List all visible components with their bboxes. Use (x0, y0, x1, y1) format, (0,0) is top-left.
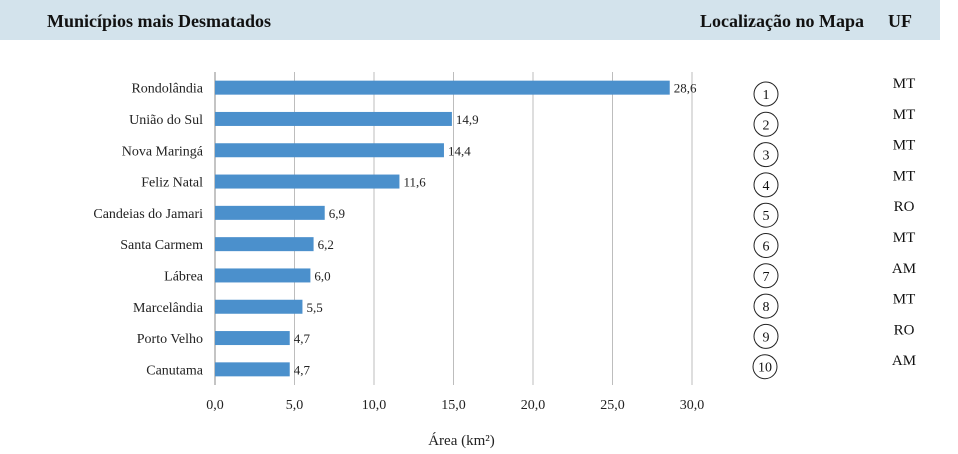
location-number: 2 (763, 118, 770, 133)
location-circle (753, 172, 779, 198)
location-number: 3 (763, 149, 770, 164)
uf-value: MT (893, 168, 916, 184)
header-bar: Municípios mais Desmatados Localização n… (0, 0, 940, 40)
bar (215, 80, 670, 95)
data-label: 14,4 (448, 143, 471, 158)
location-circle (752, 354, 778, 380)
header-map-label: Localização no Mapa (700, 11, 864, 31)
uf-value: MT (893, 292, 916, 308)
category-label: Lábrea (164, 269, 204, 284)
location-circle (753, 142, 779, 168)
location-number: 6 (763, 240, 770, 255)
data-label: 4,7 (294, 331, 311, 346)
category-label: Nova Maringá (122, 144, 204, 159)
x-axis-title: Área (km²) (428, 432, 495, 449)
data-label: 4,7 (294, 362, 311, 377)
category-label: União do Sul (129, 113, 203, 128)
location-circle (753, 293, 779, 319)
x-tick-label: 20,0 (521, 398, 546, 413)
data-label: 5,5 (306, 300, 322, 315)
location-number: 1 (763, 88, 770, 103)
uf-value: RO (894, 199, 915, 215)
x-tick-label: 30,0 (680, 398, 705, 413)
data-label: 11,6 (403, 175, 426, 190)
bar (215, 299, 303, 314)
header-title: Municípios mais Desmatados (47, 11, 272, 31)
location-circle (753, 263, 779, 289)
category-label: Feliz Natal (141, 176, 203, 191)
location-number: 4 (763, 179, 770, 194)
location-number: 5 (763, 209, 770, 224)
location-number: 9 (763, 330, 770, 345)
location-circle (753, 202, 779, 228)
data-label: 28,6 (674, 81, 697, 96)
uf-value: MT (893, 138, 916, 154)
location-circle (753, 233, 779, 258)
x-tick-label: 10,0 (362, 398, 387, 413)
bar (215, 174, 400, 189)
uf-value: RO (894, 322, 915, 338)
location-circle (753, 81, 779, 107)
uf-value: MT (893, 107, 916, 123)
category-label: Porto Velho (137, 332, 203, 347)
x-tick-label: 25,0 (600, 398, 625, 413)
x-tick-label: 15,0 (441, 398, 466, 413)
uf-value: AM (892, 261, 916, 277)
uf-value: MT (893, 76, 916, 92)
bar (215, 237, 314, 252)
bar (215, 143, 444, 158)
data-label: 14,9 (456, 112, 479, 127)
location-number: 7 (763, 270, 770, 285)
category-label: Canutama (146, 363, 204, 378)
category-label: Santa Carmem (120, 238, 203, 253)
category-label: Rondolândia (131, 82, 203, 97)
bar (215, 268, 311, 283)
data-label: 6,2 (318, 237, 334, 252)
location-number: 10 (758, 361, 772, 376)
x-tick-label: 5,0 (286, 398, 304, 413)
bar (215, 362, 290, 377)
location-circle (753, 111, 779, 137)
bar (215, 205, 325, 220)
bar (215, 331, 290, 346)
data-label: 6,0 (314, 268, 330, 283)
location-number: 8 (763, 300, 770, 315)
header-uf-label: UF (888, 11, 912, 31)
uf-value: MT (893, 230, 916, 246)
data-label: 6,9 (329, 206, 345, 221)
x-tick-label: 0,0 (206, 398, 224, 413)
bar (215, 111, 452, 126)
uf-value: AM (892, 353, 916, 369)
location-circle (753, 323, 779, 349)
category-label: Marcelândia (133, 301, 204, 316)
category-label: Candeias do Jamari (93, 207, 203, 222)
